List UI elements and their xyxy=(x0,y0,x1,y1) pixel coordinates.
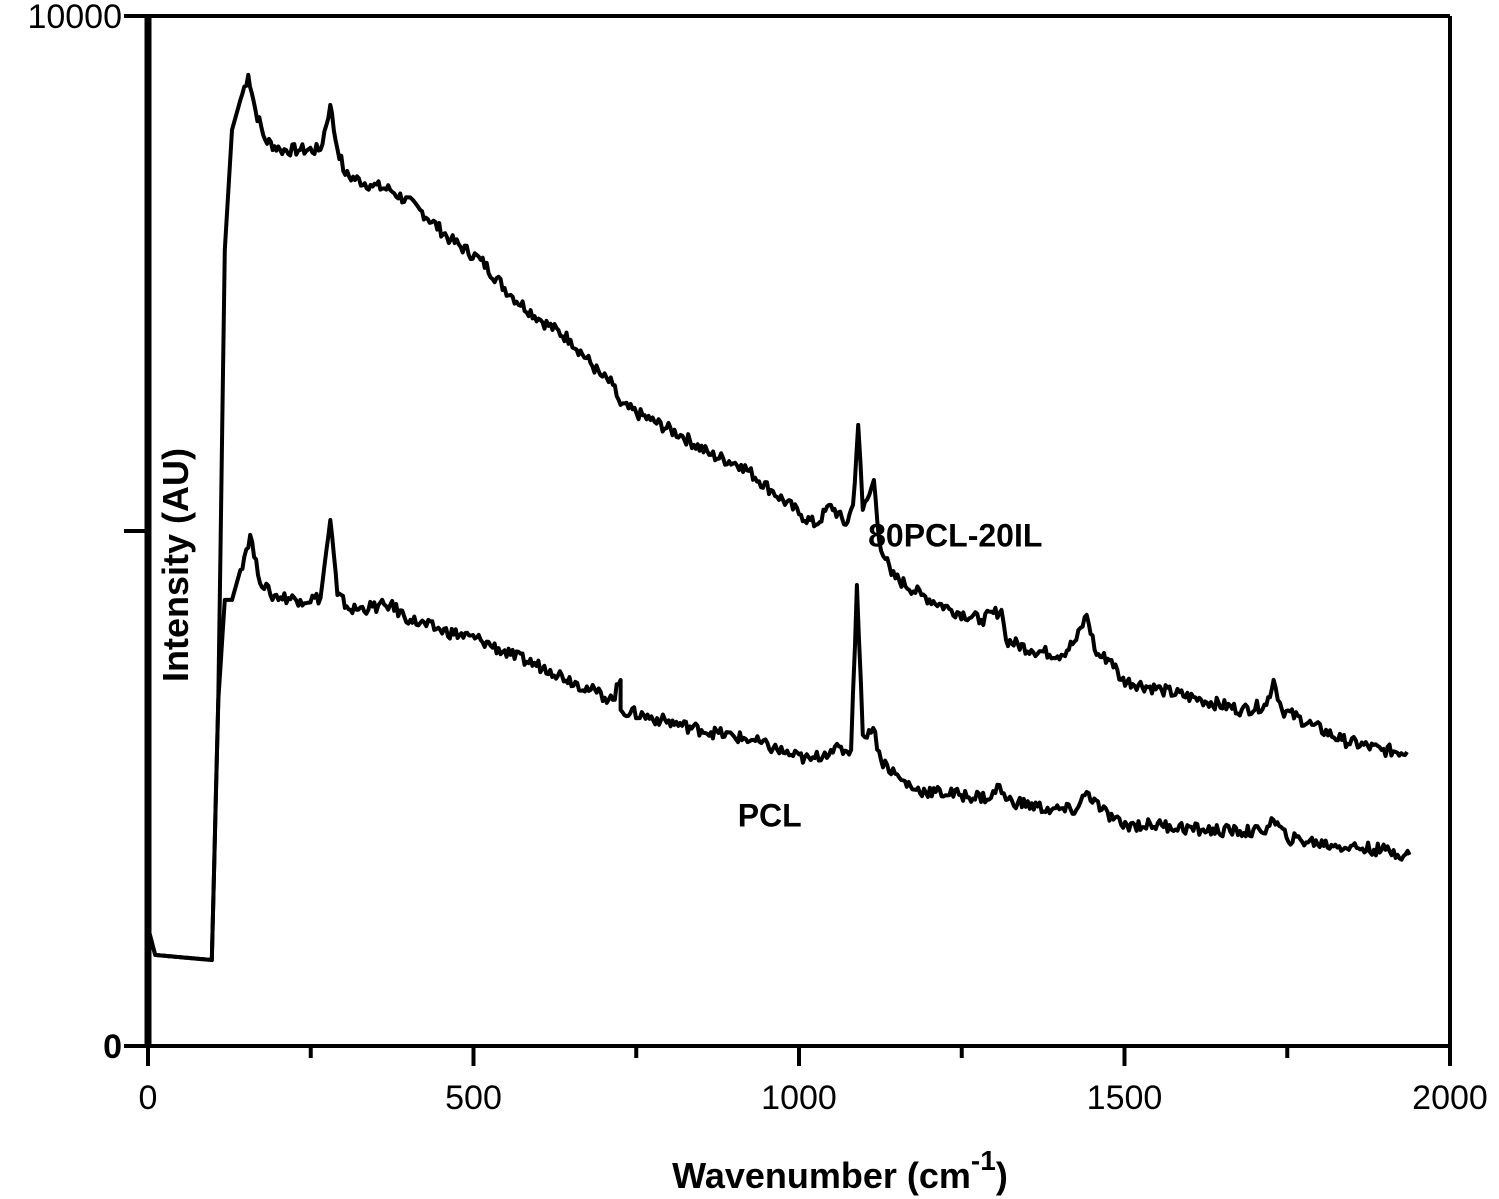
x-tick-label: 1000 xyxy=(761,1079,837,1117)
x-tick-label: 2000 xyxy=(1412,1079,1488,1117)
x-axis-title-superscript: -1 xyxy=(971,1145,996,1176)
y-tick-label: 10000 xyxy=(27,0,122,36)
plot-frame xyxy=(124,14,1452,1048)
x-axis-title: Wavenumber (cm-1) xyxy=(672,1145,1008,1196)
y-tick-label: 0 xyxy=(103,1028,122,1066)
series-annotation-label: PCL xyxy=(738,798,802,834)
x-axis-title-close: ) xyxy=(996,1155,1008,1196)
y-axis-title: Intensity (AU) xyxy=(155,448,196,682)
x-tick-label: 0 xyxy=(139,1079,158,1117)
x-tick-label: 1500 xyxy=(1087,1079,1163,1117)
series-line-pcl xyxy=(147,518,1412,962)
series-line-80pcl-20il xyxy=(147,72,1409,962)
x-axis-title-main: Wavenumber (cm xyxy=(672,1155,971,1196)
x-tick-label: 500 xyxy=(445,1079,502,1117)
series-annotation-label: 80PCL-20IL xyxy=(868,517,1042,553)
